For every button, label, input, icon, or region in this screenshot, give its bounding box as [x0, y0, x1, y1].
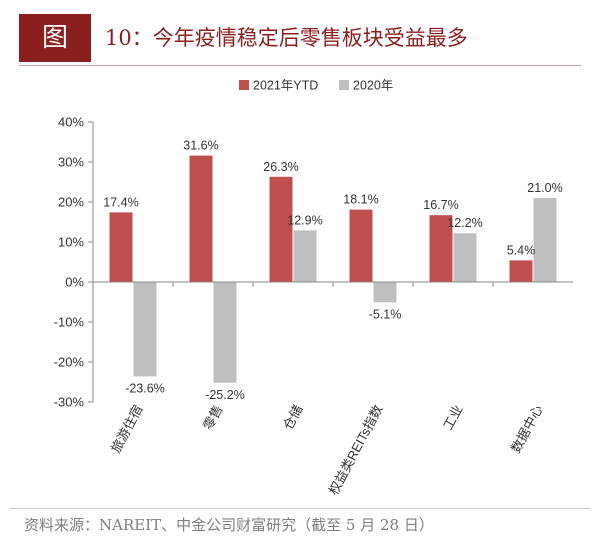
figure-badge: 图: [19, 14, 91, 62]
data-label: 12.9%: [287, 213, 322, 227]
data-label: 31.6%: [183, 139, 218, 153]
header-divider: [19, 65, 581, 66]
data-label: -5.1%: [369, 307, 402, 321]
y-tick-label: 40%: [58, 115, 84, 130]
data-label: 5.4%: [507, 243, 536, 257]
x-axis: 旅游住宿 零售 仓储 权益类REITs指数 工业 数据中心: [93, 281, 573, 497]
y-tick-label: 30%: [58, 155, 84, 170]
x-tick-label: 工业: [440, 402, 465, 432]
bar: [509, 260, 533, 282]
x-tick-label: 数据中心: [508, 402, 546, 455]
bar: [533, 198, 557, 282]
x-tick-label: 旅游住宿: [108, 402, 146, 455]
bar: [349, 209, 373, 282]
y-axis: -30% -20% -10% 0% 10% 20% 30% 40%: [54, 115, 94, 410]
data-label: 21.0%: [527, 181, 562, 195]
x-tick-label: 零售: [200, 402, 225, 432]
data-label: -23.6%: [125, 381, 165, 395]
source-note: 资料来源：NAREIT、中金公司财富研究（截至 5 月 28 日）: [24, 516, 434, 534]
y-tick-label: 10%: [58, 235, 84, 250]
legend-label: 2020年: [353, 79, 393, 93]
footer-divider: [10, 508, 590, 509]
data-label: 17.4%: [103, 195, 138, 209]
bar: [189, 155, 213, 282]
bar: [293, 230, 317, 282]
data-label: -25.2%: [205, 388, 245, 402]
bar: [269, 176, 293, 282]
figure-title: 10：今年疫情稳定后零售板块受益最多: [105, 26, 468, 50]
bar-chart: 2021年YTD 2020年 -30% -20% -10% 0% 10% 20% 30% 40%…: [54, 79, 573, 497]
figure-header: 图 10：今年疫情稳定后零售板块受益最多: [19, 14, 581, 66]
y-tick-label: -20%: [54, 355, 85, 370]
y-tick-label: 0%: [65, 275, 84, 290]
bar: [373, 282, 397, 303]
bar: [133, 282, 157, 377]
bars: [109, 155, 557, 383]
y-tick-label: 20%: [58, 195, 84, 210]
value-labels: 17.4% -23.6% 31.6% -25.2% 26.3% 12.9% 18.1% -5.…: [103, 139, 562, 402]
x-tick-label: 权益类REITs指数: [326, 402, 386, 497]
legend-swatch: [239, 80, 249, 90]
y-tick-label: -30%: [54, 395, 85, 410]
data-label: 26.3%: [263, 160, 298, 174]
data-label: 12.2%: [447, 216, 482, 230]
x-tick-label: 仓储: [280, 402, 305, 432]
data-label: 18.1%: [343, 193, 378, 207]
bar: [109, 212, 133, 282]
y-tick-label: -10%: [54, 315, 85, 330]
legend-label: 2021年YTD: [253, 79, 318, 93]
chart-legend: 2021年YTD 2020年: [239, 79, 393, 93]
bar: [213, 282, 237, 383]
bar: [429, 215, 453, 282]
legend-swatch: [339, 80, 349, 90]
bar: [453, 233, 477, 282]
data-label: 16.7%: [423, 198, 458, 212]
